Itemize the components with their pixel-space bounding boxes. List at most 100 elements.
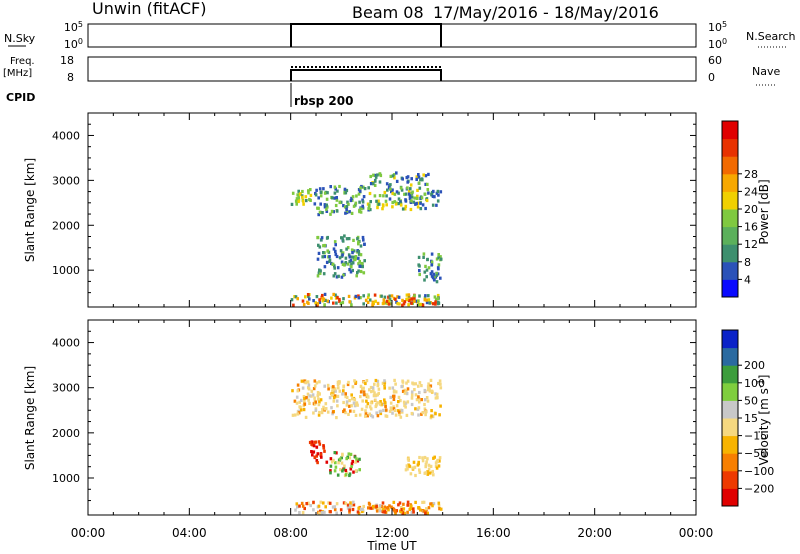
data-cell bbox=[376, 401, 379, 405]
data-cell bbox=[316, 302, 320, 306]
data-cell bbox=[392, 390, 396, 394]
power-colorbar-ticks: 4 8 12 16 20 24 28 bbox=[738, 168, 758, 286]
data-cell bbox=[426, 511, 429, 515]
data-cell bbox=[414, 382, 417, 386]
data-cell bbox=[348, 255, 352, 259]
data-cell bbox=[387, 186, 391, 190]
colorbar-swatch bbox=[722, 279, 738, 298]
data-cell bbox=[323, 449, 326, 453]
data-cell bbox=[310, 394, 313, 398]
data-cell bbox=[415, 177, 418, 181]
data-cell bbox=[322, 446, 326, 450]
data-cell bbox=[391, 191, 394, 196]
data-cell bbox=[321, 211, 324, 215]
data-cell bbox=[403, 511, 406, 515]
velocity-colorbar: −200 −100 −50 −15 15 50 100 200 Velocity [m s-1… bbox=[721, 329, 774, 507]
data-cell bbox=[348, 259, 351, 264]
data-cell bbox=[334, 293, 337, 297]
data-cell bbox=[323, 205, 327, 209]
data-cell bbox=[399, 203, 403, 207]
data-cell bbox=[333, 387, 337, 391]
data-cell bbox=[367, 293, 370, 297]
data-cell bbox=[374, 378, 378, 383]
data-cell bbox=[398, 509, 402, 513]
data-cell bbox=[424, 264, 427, 268]
data-cell bbox=[337, 461, 340, 465]
data-cell bbox=[369, 506, 373, 510]
data-cell bbox=[420, 196, 424, 200]
data-cell bbox=[307, 383, 311, 387]
data-cell bbox=[347, 380, 350, 384]
data-cell bbox=[308, 197, 311, 202]
data-cell bbox=[379, 400, 382, 404]
data-cell bbox=[335, 511, 338, 515]
data-cell bbox=[385, 408, 388, 412]
data-cell bbox=[298, 504, 301, 508]
data-cell bbox=[421, 203, 425, 207]
data-cell bbox=[343, 408, 346, 412]
data-cell bbox=[361, 261, 364, 266]
data-cell bbox=[408, 194, 412, 198]
data-cell bbox=[336, 394, 340, 398]
colorbar-swatch bbox=[722, 226, 738, 245]
data-cell bbox=[393, 176, 396, 180]
data-cell bbox=[303, 397, 306, 401]
data-cell bbox=[385, 182, 389, 186]
data-cell bbox=[319, 269, 322, 273]
power-data-cells bbox=[290, 171, 443, 307]
data-cell bbox=[432, 272, 436, 276]
data-cell bbox=[406, 457, 410, 461]
data-cell bbox=[405, 381, 408, 385]
data-cell bbox=[354, 294, 358, 298]
data-cell bbox=[319, 509, 322, 513]
data-cell bbox=[351, 268, 354, 273]
data-cell bbox=[428, 471, 432, 475]
data-cell bbox=[407, 303, 410, 307]
data-cell bbox=[425, 507, 428, 511]
data-cell bbox=[330, 406, 333, 410]
data-cell bbox=[318, 245, 322, 249]
data-cell bbox=[357, 256, 360, 260]
data-cell bbox=[415, 398, 419, 402]
data-cell bbox=[362, 302, 365, 306]
data-cell bbox=[347, 294, 351, 298]
data-cell bbox=[372, 394, 376, 398]
colorbar-swatch bbox=[722, 330, 738, 349]
data-cell bbox=[313, 455, 317, 459]
data-cell bbox=[426, 182, 429, 186]
colorbar-tick-label: −200 bbox=[744, 482, 774, 495]
colorbar-swatch bbox=[722, 121, 738, 140]
data-cell bbox=[323, 303, 326, 307]
data-cell bbox=[387, 299, 390, 303]
data-cell bbox=[323, 203, 327, 207]
power-panel: 1000 2000 3000 4000 Slant Range [km] bbox=[23, 112, 697, 308]
y-tick-label: 1000 bbox=[52, 264, 80, 277]
data-cell bbox=[417, 263, 420, 267]
data-cell bbox=[413, 299, 416, 303]
colorbar-tick-label: 15 bbox=[744, 412, 758, 425]
data-cell bbox=[406, 510, 409, 514]
data-cell bbox=[350, 464, 353, 469]
data-cell bbox=[403, 300, 407, 304]
data-cell bbox=[318, 298, 321, 302]
data-cell bbox=[342, 467, 346, 471]
data-cell bbox=[412, 200, 416, 204]
data-cell bbox=[354, 255, 358, 259]
data-cell bbox=[315, 454, 318, 458]
data-cell bbox=[395, 179, 399, 183]
data-cell bbox=[370, 401, 373, 405]
data-cell bbox=[293, 399, 297, 403]
data-cell bbox=[409, 187, 412, 191]
data-cell bbox=[389, 401, 393, 405]
data-cell bbox=[326, 205, 329, 209]
power-y-axis: 1000 2000 3000 4000 bbox=[52, 112, 696, 294]
data-cell bbox=[338, 297, 341, 302]
data-cell bbox=[351, 195, 355, 199]
data-cell bbox=[422, 255, 425, 259]
data-cell bbox=[392, 397, 396, 401]
power-x-ticks bbox=[87, 113, 697, 307]
data-cell bbox=[316, 461, 319, 465]
data-cell bbox=[429, 378, 433, 382]
data-cell bbox=[323, 243, 327, 248]
data-cell bbox=[344, 501, 348, 506]
